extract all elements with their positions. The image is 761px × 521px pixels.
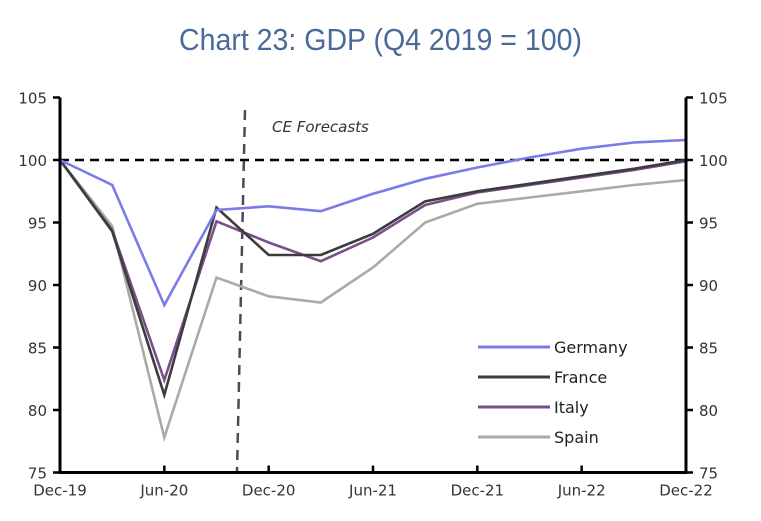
legend-label-germany: Germany bbox=[554, 338, 628, 357]
y-tick-label-right: 105 bbox=[699, 90, 728, 108]
y-tick-label-right: 85 bbox=[699, 340, 718, 358]
legend-label-spain: Spain bbox=[554, 428, 599, 447]
y-tick-label-left: 90 bbox=[28, 277, 47, 295]
x-tick-label: Jun-21 bbox=[348, 482, 397, 500]
x-tick-label: Dec-22 bbox=[659, 482, 713, 500]
y-tick-label-left: 95 bbox=[28, 215, 47, 233]
series-line-germany bbox=[59, 138, 687, 308]
y-tick-label-left: 80 bbox=[28, 402, 47, 420]
x-tick-label: Jun-20 bbox=[139, 482, 188, 500]
chart-title: Chart 23: GDP (Q4 2019 = 100) bbox=[179, 22, 582, 57]
x-tick-label: Dec-20 bbox=[242, 482, 296, 500]
y-tick-label-right: 95 bbox=[699, 215, 718, 233]
legend-label-italy: Italy bbox=[554, 398, 589, 417]
legend-label-france: France bbox=[554, 368, 607, 387]
x-tick-label: Dec-21 bbox=[451, 482, 505, 500]
forecast-annotation: CE Forecasts bbox=[272, 118, 369, 136]
series-line-france bbox=[58, 158, 687, 400]
y-tick-label-right: 90 bbox=[699, 277, 718, 295]
x-tick-label: Jun-22 bbox=[557, 482, 606, 500]
series-line-spain bbox=[58, 159, 687, 443]
y-tick-label-left: 85 bbox=[28, 340, 47, 358]
y-tick-label-left: 75 bbox=[28, 465, 47, 483]
x-tick-label: Dec-19 bbox=[33, 482, 87, 500]
forecast-divider-line bbox=[235, 109, 247, 473]
y-tick-label-right: 100 bbox=[699, 152, 728, 170]
y-tick-label-right: 75 bbox=[699, 465, 718, 483]
y-tick-label-left: 100 bbox=[18, 152, 47, 170]
y-tick-label-left: 105 bbox=[18, 90, 47, 108]
y-tick-label-right: 80 bbox=[699, 402, 718, 420]
